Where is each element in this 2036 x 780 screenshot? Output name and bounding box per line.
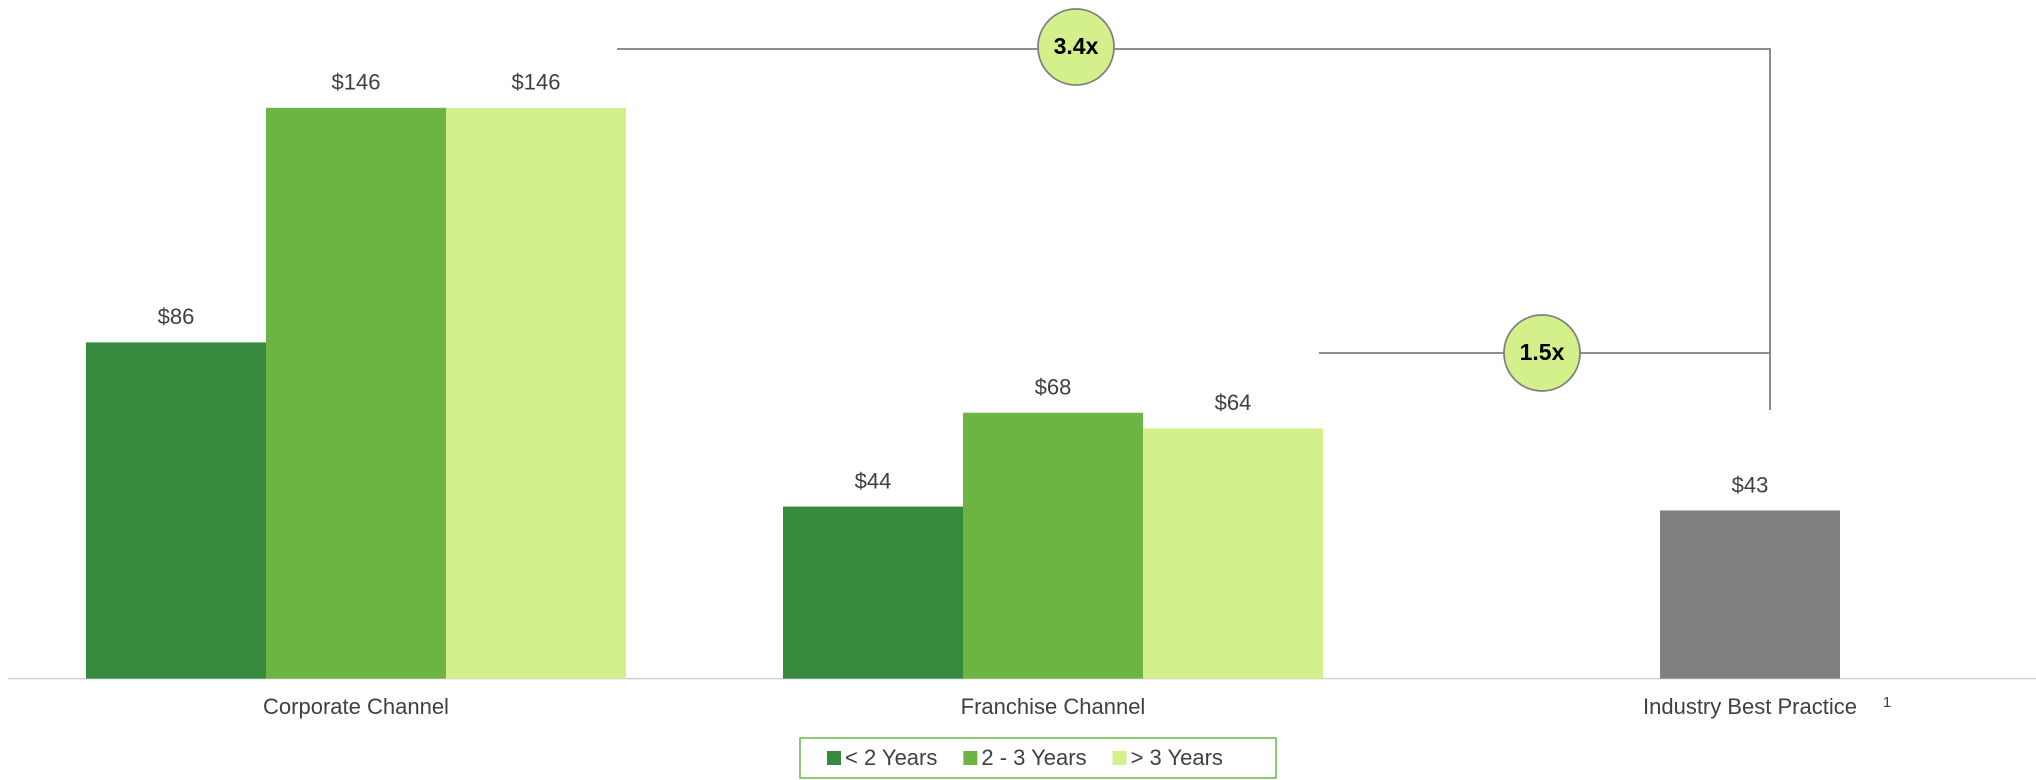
connector-3-4x xyxy=(617,48,1771,410)
data-label: $43 xyxy=(1732,472,1769,497)
x-tick-label: Franchise Channel xyxy=(961,694,1146,719)
bar xyxy=(86,342,266,679)
connectors xyxy=(617,48,1771,410)
data-label: $146 xyxy=(332,70,381,95)
data-label: $68 xyxy=(1035,375,1072,400)
legend-label: 2 - 3 Years xyxy=(981,745,1086,770)
data-label: $64 xyxy=(1215,390,1252,415)
annotation-label: 3.4x xyxy=(1054,33,1099,59)
legend-label: < 2 Years xyxy=(845,745,937,770)
legend-box xyxy=(799,737,1277,779)
benchmark-bar xyxy=(1660,510,1840,679)
bar xyxy=(266,107,446,679)
annotation-badge xyxy=(1503,314,1581,392)
data-label: $44 xyxy=(855,468,892,493)
annotation-badge xyxy=(1037,8,1115,86)
data-label: $146 xyxy=(512,70,561,95)
legend-swatch xyxy=(827,751,841,765)
x-tick-label: Corporate Channel xyxy=(263,694,449,719)
data-label: $86 xyxy=(158,304,195,329)
bar xyxy=(783,506,963,679)
annotation-label: 1.5x xyxy=(1520,339,1565,365)
bar xyxy=(1143,428,1323,679)
legend-label: > 3 Years xyxy=(1131,745,1223,770)
x-tick-label: Industry Best Practice xyxy=(1643,694,1857,719)
legend-swatch xyxy=(1112,751,1127,765)
bar xyxy=(963,412,1143,679)
bar xyxy=(446,107,626,679)
footnote-marker: 1 xyxy=(1883,694,1891,711)
legend-swatch xyxy=(963,751,978,765)
